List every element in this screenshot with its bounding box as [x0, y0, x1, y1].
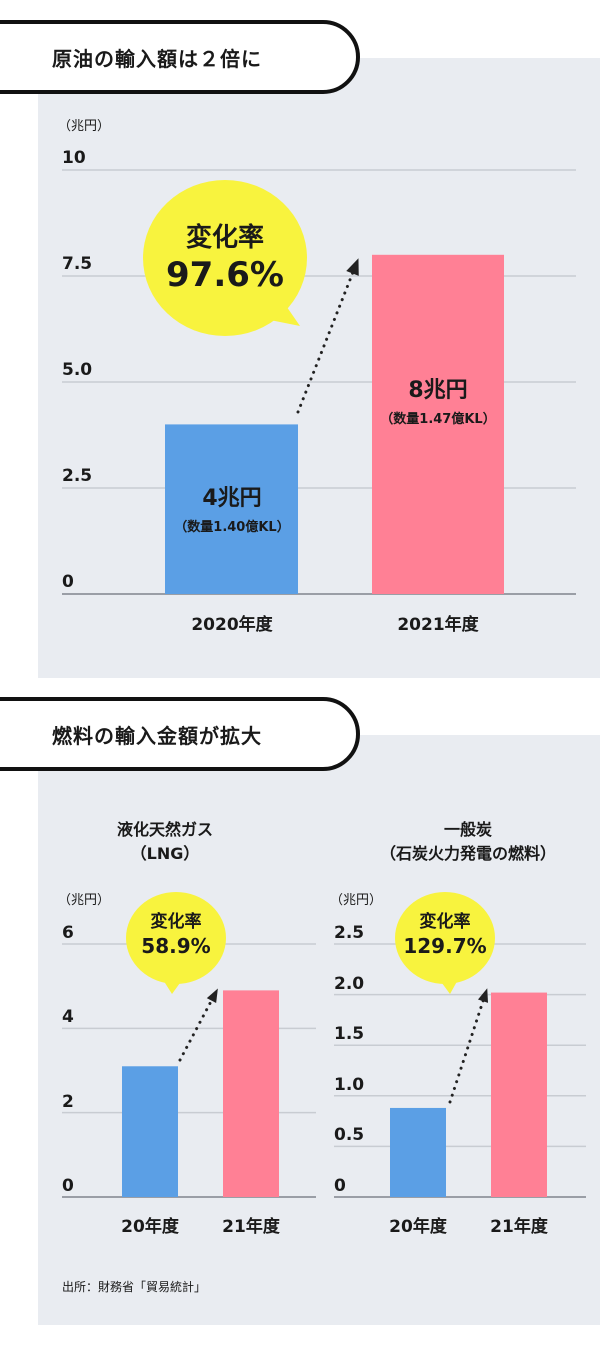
y-tick-label: 2: [62, 1091, 74, 1112]
bar-20年度: [122, 1066, 178, 1197]
change-rate-label: 変化率: [150, 912, 202, 932]
subtitle-line: 液化天然ガス: [116, 820, 214, 839]
x-tick-label: 2020年度: [191, 615, 273, 635]
bar-value-label: 8兆円: [408, 378, 468, 403]
subtitle-line: （石炭火力発電の燃料）: [379, 844, 557, 863]
change-rate-value: 58.9%: [141, 934, 211, 958]
bubble-shape: [395, 892, 495, 984]
x-tick-label: 21年度: [222, 1217, 280, 1237]
change-rate-value: 97.6%: [166, 255, 284, 295]
bar-21年度: [223, 990, 279, 1197]
bar-2021年度: [372, 254, 504, 595]
bar-2020年度: [165, 424, 298, 594]
crude-oil-bar-chart: [62, 169, 576, 595]
x-tick-label: 20年度: [389, 1217, 447, 1237]
bubble-shape: [126, 892, 226, 984]
y-tick-label: 2.5: [62, 466, 93, 486]
lng-chart-subtitle: 液化天然ガス （LNG）: [117, 818, 213, 866]
x-tick-label: 2021年度: [397, 615, 479, 635]
chart-panel-crude-oil: [38, 58, 600, 678]
bar-volume-label: （数量1.40億KL）: [174, 520, 290, 535]
change-rate-bubble: 変化率 129.7%: [403, 911, 486, 959]
y-tick-label: 6: [62, 923, 74, 943]
y-tick-label: 2.5: [334, 923, 365, 943]
change-rate-label: 変化率: [185, 223, 264, 253]
y-tick-label: 10: [62, 148, 86, 168]
y-tick-label: 1.0: [334, 1074, 365, 1095]
change-rate-bubble: 変化率 97.6%: [166, 222, 284, 296]
bar-label-2021: 8兆円 （数量1.47億KL）: [380, 372, 495, 427]
y-tick-label: 0: [334, 1176, 346, 1196]
y-axis-unit: （兆円）: [58, 119, 111, 134]
change-rate-bubble: 変化率 58.9%: [141, 911, 210, 959]
change-arrow-head: [346, 258, 359, 276]
x-tick-label: 20年度: [121, 1217, 179, 1237]
bar-20年度: [390, 1107, 446, 1197]
y-tick-label: 0: [62, 572, 74, 592]
coal-chart-subtitle: 一般炭 （石炭火力発電の燃料）: [380, 818, 556, 866]
change-arrow-dots: [448, 990, 488, 1104]
subtitle-line: 一般炭: [443, 820, 493, 839]
change-arrow-head: [206, 988, 218, 1003]
section-title-crude-oil: 原油の輸入額は２倍に: [0, 20, 360, 94]
source-note: 出所：財務省「貿易統計」: [62, 1280, 207, 1294]
change-rate-label: 変化率: [419, 912, 471, 932]
x-tick-label: 21年度: [490, 1217, 548, 1237]
bar-volume-label: （数量1.47億KL）: [380, 412, 496, 427]
section-title-text: 燃料の輸入金額が拡大: [52, 723, 262, 748]
bar-value-label: 4兆円: [202, 486, 262, 511]
section-title-text: 原油の輸入額は２倍に: [52, 46, 262, 71]
subtitle-line: （LNG）: [130, 844, 200, 863]
change-rate-value: 129.7%: [403, 934, 487, 958]
y-axis-unit: （兆円）: [330, 893, 383, 908]
y-tick-label: 0.5: [334, 1125, 365, 1146]
y-tick-label: 7.5: [62, 254, 93, 274]
y-tick-label: 2.0: [334, 973, 365, 994]
y-tick-label: 4: [62, 1007, 74, 1028]
section-title-fuel: 燃料の輸入金額が拡大: [0, 697, 360, 771]
bar-21年度: [491, 992, 547, 1197]
bubble-shape: [143, 180, 307, 336]
bubble-tail: [270, 300, 300, 326]
y-axis-unit: （兆円）: [58, 893, 111, 908]
change-arrow-dots: [296, 260, 359, 414]
bar-label-2020: 4兆円 （数量1.40億KL）: [174, 480, 289, 535]
change-arrow-dots: [178, 990, 218, 1062]
y-tick-label: 1.5: [334, 1024, 365, 1045]
y-tick-label: 5.0: [62, 360, 93, 380]
change-arrow-head: [477, 988, 489, 1003]
y-tick-label: 0: [62, 1176, 74, 1196]
